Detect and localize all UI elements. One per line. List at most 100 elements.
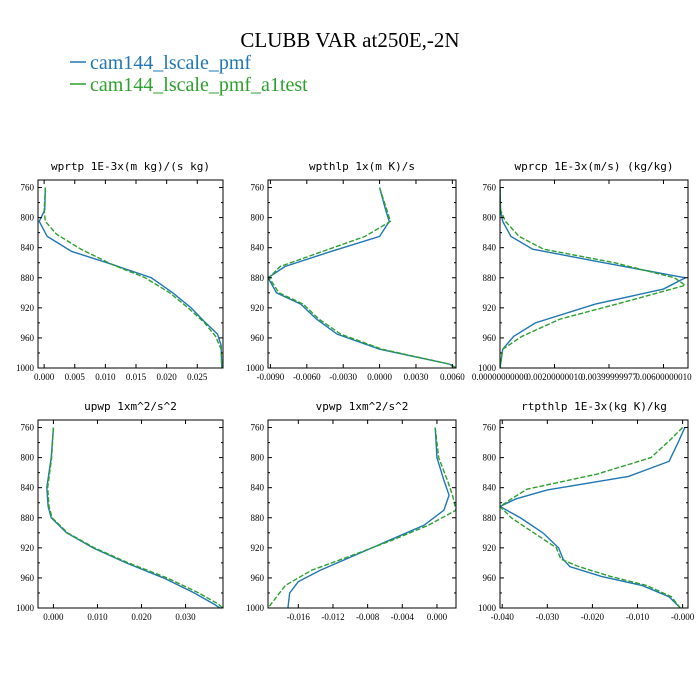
panel-2: wpthlp 1x(m K)/s7608008408809209601000-0… [246,160,465,382]
x-tick-label: 0.000 [427,612,448,622]
y-tick-label: 800 [21,213,35,223]
plot-frame [499,179,689,369]
x-tick-label: 0.0030 [404,372,429,382]
y-tick-label: 840 [483,243,497,253]
y-tick-label: 840 [21,483,35,493]
panel-1: wprtp 1E-3x(m kg)/(s kg) 760 800 840 880 920 9… [16,160,224,382]
panel-5: vpwp 1xm^2/s^2 760 800 840 880 920 960 1000 -0.0… [246,400,457,622]
y-tick-label: 920 [21,543,35,553]
panel-title: wprtp 1E-3x(m kg)/(s kg) [51,160,210,173]
panel-title: rtpthlp 1E-3x(kg K)/kg [521,400,667,413]
y-tick-label: 800 [251,213,265,223]
legend-label-2: cam144_lscale_pmf_a1test [90,74,308,96]
legend: cam144_lscale_pmf cam144_lscale_pmf_a1te… [70,52,308,96]
figure-title: CLUBB VAR at250E,-2N [240,28,459,52]
y-tick-label: 800 [483,213,497,223]
x-tick-label: -0.040 [491,612,515,622]
x-tick-label: 0.0060 [440,372,465,382]
x-tick-label: 0.010 [87,612,108,622]
y-tick-label: 760 [251,183,265,193]
x-tick-label: 0.020 [157,372,178,382]
series-line-2 [268,187,456,368]
y-tick-label: 960 [251,333,265,343]
x-tick-label: -0.0030 [329,372,357,382]
series-line-2 [500,427,684,608]
series-line-2 [46,427,223,608]
x-tick-label: 0.010 [95,372,116,382]
series-line-1 [287,427,450,608]
panel-title: vpwp 1xm^2/s^2 [316,400,409,413]
plot-frame [499,419,689,609]
y-tick-label: 800 [483,453,497,463]
y-tick-label: 920 [483,543,497,553]
x-tick-label: 0.015 [126,372,147,382]
x-tick-label: -0.004 [391,612,415,622]
x-tick-label: 0.00000000000 [472,372,529,382]
x-tick-label: -0.000 [671,612,695,622]
y-tick-label: 880 [251,513,265,523]
y-tick-label: 840 [251,483,265,493]
x-tick-label: 0.000 [34,372,55,382]
x-tick-label: 0.020 [131,612,152,622]
series-line-2 [268,427,456,608]
series-line-1 [500,187,688,368]
y-tick-label: 920 [483,303,497,313]
x-tick-label: -0.010 [626,612,650,622]
panel-title: wprcp 1E-3x(m/s) (kg/kg) [515,160,674,173]
series-line-2 [500,187,687,368]
panels: wprtp 1E-3x(m kg)/(s kg) 760 800 840 880 920 9… [16,160,695,622]
y-tick-label: 1000 [478,363,497,373]
y-tick-label: 760 [21,183,35,193]
x-tick-label: -0.030 [536,612,560,622]
panel-title: upwp 1xm^2/s^2 [84,400,177,413]
y-tick-label: 960 [483,573,497,583]
x-tick-label: 0.025 [187,372,208,382]
y-tick-label: 920 [251,303,265,313]
series-line-1 [268,187,456,368]
panel-title: wpthlp 1x(m K)/s [309,160,415,173]
panel-6: rtpthlp 1E-3x(kg K)/kg 760 800 840 880 920 960… [478,400,695,622]
y-tick-label: 840 [251,243,265,253]
x-tick-label: 0.0000 [367,372,392,382]
series-line-1 [500,427,686,608]
panel-4: upwp 1xm^2/s^2 760 800 840 880 920 960 1000 0.00… [16,400,224,622]
y-tick-label: 840 [21,243,35,253]
y-tick-label: 880 [21,513,35,523]
y-tick-label: 760 [483,183,497,193]
x-tick-label: -0.012 [321,612,344,622]
x-tick-label: 0.000 [43,612,64,622]
x-tick-label: -0.020 [581,612,605,622]
y-tick-label: 960 [251,573,265,583]
y-tick-label: 800 [21,453,35,463]
x-tick-label: 0.005 [65,372,86,382]
y-tick-label: 840 [483,483,497,493]
y-tick-label: 920 [21,303,35,313]
y-tick-label: 960 [21,333,35,343]
y-tick-label: 880 [251,273,265,283]
y-tick-label: 1000 [478,603,497,613]
y-tick-label: 880 [483,513,497,523]
y-tick-label: 1000 [16,363,35,373]
x-tick-label: 0.00600000010 [635,372,692,382]
y-tick-label: 880 [483,273,497,283]
plot-frame [37,179,224,369]
x-tick-label: 0.00200000010 [526,372,583,382]
y-tick-label: 760 [483,423,497,433]
y-tick-label: 760 [251,423,265,433]
x-tick-label: -0.0090 [257,372,285,382]
legend-label-1: cam144_lscale_pmf [90,52,251,74]
x-tick-label: -0.008 [356,612,380,622]
panel-3: wprcp 1E-3x(m/s) (kg/kg) 760 800 840 880 920 9… [472,160,692,382]
plot-frame [37,419,224,609]
x-tick-label: 0.030 [175,612,196,622]
series-line-2 [43,187,223,368]
plot-frame [267,179,457,369]
y-tick-label: 1000 [16,603,35,613]
y-tick-label: 920 [251,543,265,553]
x-tick-label: -0.0060 [293,372,321,382]
series-line-1 [38,187,223,368]
y-tick-label: 960 [21,573,35,583]
plot-frame [267,419,457,609]
y-tick-label: 1000 [246,603,265,613]
